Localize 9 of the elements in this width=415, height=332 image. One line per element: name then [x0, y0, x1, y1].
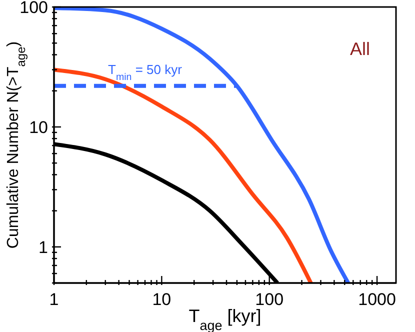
- annotation: All: [350, 39, 370, 59]
- x-tick-label: 1000: [358, 290, 396, 309]
- annotation: T$_{min}$ = 50 kyr: [108, 62, 183, 82]
- y-tick-label: 100: [20, 0, 48, 17]
- x-tick-label: 100: [255, 290, 284, 309]
- x-axis-title: T$_{age}$ [kyr]: [188, 306, 262, 332]
- x-tick-label: 10: [152, 290, 172, 309]
- y-tick-label: 1: [38, 238, 48, 257]
- y-tick-label: 10: [29, 118, 48, 137]
